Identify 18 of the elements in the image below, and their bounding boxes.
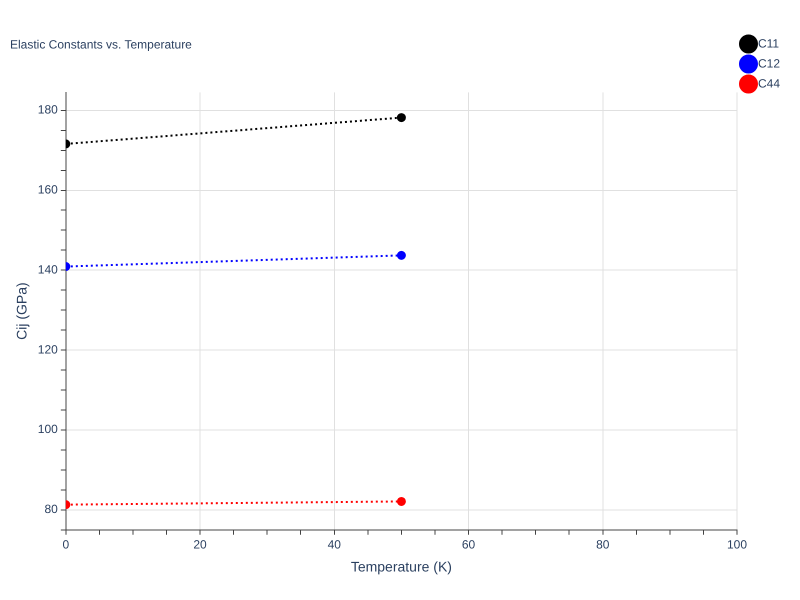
y-tick-label: 180 — [38, 102, 58, 117]
x-tick-label: 80 — [596, 537, 610, 552]
x-tick-label: 60 — [462, 537, 476, 552]
legend-label: C12 — [758, 56, 780, 70]
y-axis-title: Cij (GPa) — [13, 282, 30, 340]
x-tick-label: 40 — [328, 537, 342, 552]
x-axis-title: Temperature (K) — [350, 558, 452, 574]
y-tick-label: 120 — [38, 342, 58, 356]
legend-label: C11 — [758, 36, 780, 50]
x-tick-label: 100 — [726, 537, 748, 552]
y-tick-label: 140 — [38, 262, 58, 276]
x-tick-label: 0 — [62, 537, 70, 552]
y-tick-label: 160 — [38, 182, 58, 197]
y-tick-label: 80 — [44, 502, 58, 516]
chart-title: Elastic Constants vs. Temperature — [10, 38, 192, 52]
x-tick-label: 20 — [193, 537, 208, 552]
y-tick-label: 100 — [38, 422, 58, 436]
legend-label: C44 — [758, 76, 780, 90]
